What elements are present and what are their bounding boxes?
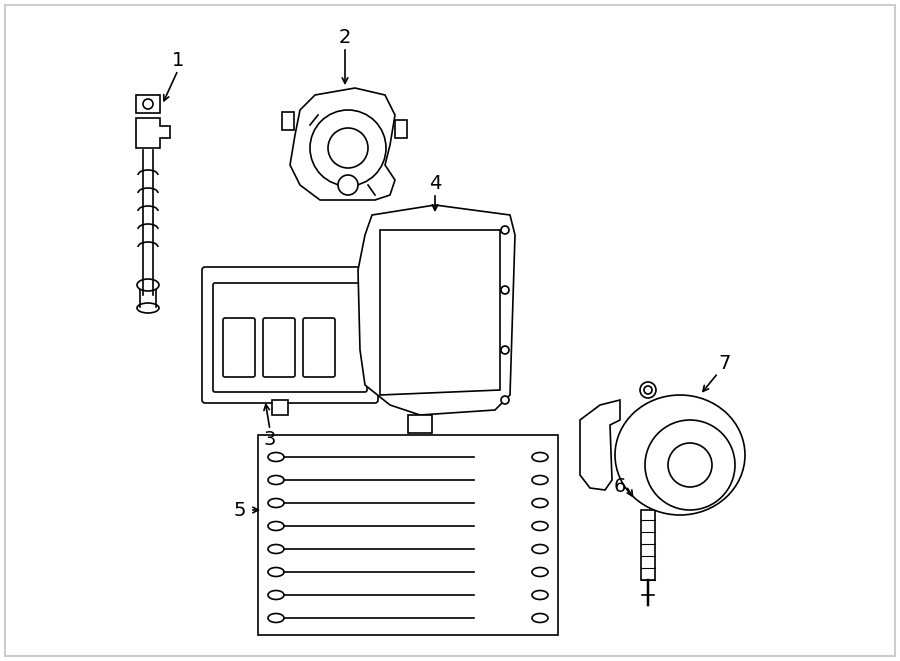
FancyBboxPatch shape — [282, 112, 294, 130]
FancyBboxPatch shape — [202, 267, 378, 403]
Circle shape — [501, 346, 509, 354]
Ellipse shape — [615, 395, 745, 515]
Ellipse shape — [268, 498, 284, 508]
Ellipse shape — [532, 453, 548, 461]
Text: 6: 6 — [614, 477, 626, 496]
Ellipse shape — [532, 590, 548, 600]
Ellipse shape — [137, 279, 159, 291]
FancyBboxPatch shape — [303, 318, 335, 377]
Polygon shape — [380, 230, 500, 395]
Ellipse shape — [268, 545, 284, 553]
Ellipse shape — [268, 522, 284, 531]
Ellipse shape — [268, 613, 284, 623]
Ellipse shape — [532, 568, 548, 576]
Ellipse shape — [137, 303, 159, 313]
Bar — [408, 415, 432, 433]
Text: 7: 7 — [718, 354, 731, 373]
Text: 5: 5 — [233, 500, 246, 520]
Text: 2: 2 — [338, 28, 351, 47]
Text: 4: 4 — [428, 174, 441, 193]
Circle shape — [640, 382, 656, 398]
Bar — [272, 400, 288, 415]
Polygon shape — [580, 400, 620, 490]
Ellipse shape — [268, 475, 284, 485]
Circle shape — [310, 110, 386, 186]
Circle shape — [668, 443, 712, 487]
Bar — [258, 435, 558, 635]
Circle shape — [328, 128, 368, 168]
Polygon shape — [358, 205, 515, 415]
Circle shape — [143, 99, 153, 109]
Ellipse shape — [532, 522, 548, 531]
Text: 1: 1 — [172, 51, 184, 70]
Polygon shape — [290, 88, 395, 200]
Ellipse shape — [532, 498, 548, 508]
Circle shape — [338, 175, 358, 195]
Polygon shape — [136, 118, 170, 148]
FancyBboxPatch shape — [263, 318, 295, 377]
Ellipse shape — [268, 590, 284, 600]
Circle shape — [501, 286, 509, 294]
Circle shape — [644, 386, 652, 394]
Bar — [395, 120, 407, 138]
Ellipse shape — [532, 545, 548, 553]
Circle shape — [501, 396, 509, 404]
Ellipse shape — [268, 453, 284, 461]
Circle shape — [501, 226, 509, 234]
Ellipse shape — [532, 475, 548, 485]
FancyBboxPatch shape — [213, 283, 367, 392]
Ellipse shape — [532, 613, 548, 623]
Bar — [643, 470, 653, 490]
Circle shape — [645, 420, 735, 510]
Ellipse shape — [268, 568, 284, 576]
Text: 3: 3 — [264, 430, 276, 449]
FancyBboxPatch shape — [223, 318, 255, 377]
Polygon shape — [636, 476, 660, 504]
Ellipse shape — [642, 466, 654, 474]
Bar — [641, 510, 655, 580]
FancyBboxPatch shape — [136, 95, 160, 113]
